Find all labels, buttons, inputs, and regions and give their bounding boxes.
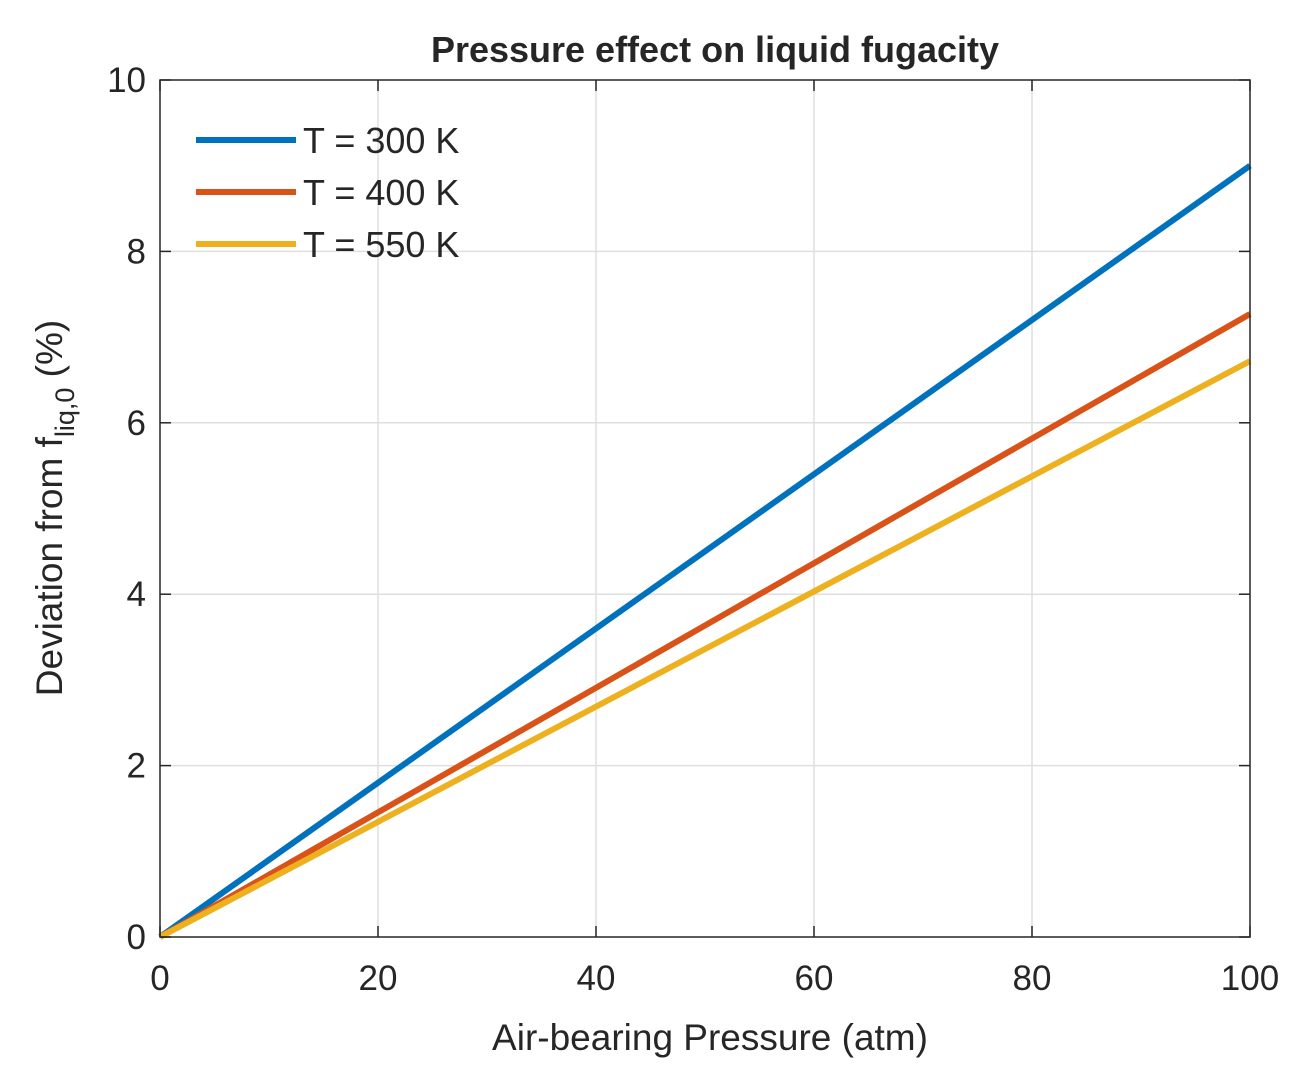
- legend-label: T = 400 K: [303, 172, 459, 213]
- plot-frame: [159, 79, 1251, 938]
- y-tick-labels: 0 2 4 6 8 10: [107, 61, 146, 957]
- y-tick-label: 6: [127, 404, 146, 443]
- y-tick-label: 8: [127, 232, 146, 271]
- chart-title: Pressure effect on liquid fugacity: [431, 29, 999, 70]
- x-tick-label: 40: [577, 959, 616, 998]
- series-lines: [158, 163, 1252, 940]
- y-axis-label: Deviation from fliq,0 (%): [29, 320, 80, 696]
- plot-background: [160, 80, 1250, 937]
- legend-label: T = 550 K: [303, 224, 459, 265]
- y-tick-label: 4: [127, 575, 146, 614]
- y-axis-label-subscript: liq,0: [50, 388, 80, 438]
- x-axis-label: Air-bearing Pressure (atm): [492, 1017, 928, 1058]
- legend-label: T = 300 K: [303, 120, 459, 161]
- y-axis-label-suffix: (%): [29, 320, 70, 388]
- grid-lines: [160, 80, 1250, 937]
- x-tick-label: 60: [795, 959, 834, 998]
- x-tick-label: 80: [1013, 959, 1052, 998]
- series-line: [158, 311, 1252, 940]
- y-tick-label: 0: [127, 918, 146, 957]
- x-tick-label: 100: [1221, 959, 1279, 998]
- axis-ticks: [159, 79, 1251, 938]
- y-tick-label: 10: [107, 61, 146, 100]
- y-tick-label: 2: [127, 747, 146, 786]
- x-tick-label: 0: [150, 959, 169, 998]
- legend: T = 300 K T = 400 K T = 550 K: [196, 120, 459, 265]
- x-tick-labels: 0 20 40 60 80 100: [150, 959, 1279, 998]
- series-line: [158, 358, 1252, 940]
- x-tick-label: 20: [359, 959, 398, 998]
- series-line: [158, 163, 1252, 940]
- y-axis-label-main: Deviation from f: [29, 436, 70, 696]
